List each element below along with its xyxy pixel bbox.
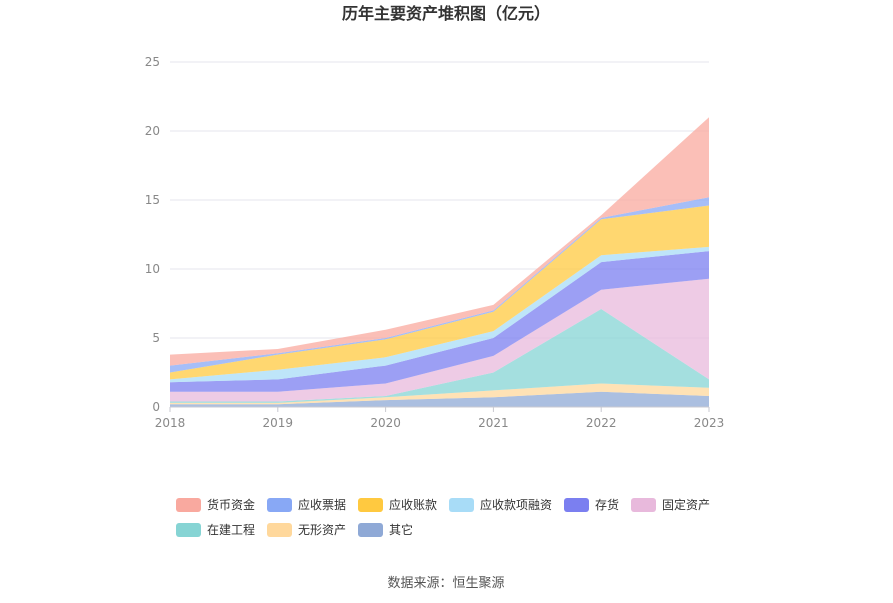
legend-label: 固定资产: [662, 497, 710, 512]
x-tick-label: 2023: [694, 416, 725, 430]
legend-label: 其它: [389, 522, 413, 537]
legend-item[interactable]: 在建工程: [176, 522, 255, 537]
legend-swatch: [176, 523, 201, 537]
legend-swatch: [358, 523, 383, 537]
x-tick-label: 2022: [586, 416, 617, 430]
area-series-1[interactable]: [170, 383, 709, 405]
legend-label: 应收票据: [298, 497, 346, 512]
legend-item[interactable]: 无形资产: [267, 523, 346, 537]
data-source-label: 数据来源：恒生聚源: [387, 576, 504, 591]
legend-label: 货币资金: [207, 497, 255, 512]
area-layer: [170, 117, 709, 407]
area-series-6[interactable]: [170, 205, 709, 380]
legend-swatch: [564, 498, 589, 512]
legend-label: 无形资产: [298, 523, 346, 537]
x-tick-label: 2020: [370, 416, 401, 430]
x-tick-label: 2018: [155, 416, 186, 430]
legend-label: 在建工程: [207, 522, 255, 537]
legend-label: 应收账款: [389, 497, 437, 512]
legend-item[interactable]: 应收票据: [267, 497, 346, 512]
legend-swatch: [267, 498, 292, 512]
legend-item[interactable]: 应收账款: [358, 497, 437, 512]
y-tick-label: 25: [145, 55, 160, 69]
legend-label: 存货: [595, 497, 619, 512]
legend-swatch: [267, 523, 292, 537]
y-tick-label: 0: [152, 400, 160, 414]
y-tick-label: 5: [152, 331, 160, 345]
legend-swatch: [358, 498, 383, 512]
legend-item[interactable]: 存货: [564, 497, 619, 512]
legend-swatch: [449, 498, 474, 512]
chart-title: 历年主要资产堆积图（亿元）: [342, 4, 550, 23]
legend-swatch: [631, 498, 656, 512]
y-tick-label: 15: [145, 193, 160, 207]
legend-item[interactable]: 其它: [358, 522, 413, 537]
legend-item[interactable]: 固定资产: [631, 497, 710, 512]
legend-item[interactable]: 应收款项融资: [449, 497, 552, 512]
area-series-3[interactable]: [170, 278, 709, 402]
y-tick-label: 20: [145, 124, 160, 138]
x-tick-label: 2019: [263, 416, 294, 430]
area-series-0[interactable]: [170, 391, 709, 407]
legend-swatch: [176, 498, 201, 512]
area-series-4[interactable]: [170, 251, 709, 392]
legend-item[interactable]: 货币资金: [176, 497, 255, 512]
axis-layer: 0 5 10 15 20 25 2018 2019 2020 2021 2022 2023: [145, 55, 725, 430]
area-series-2[interactable]: [170, 309, 709, 403]
x-tick-label: 2021: [478, 416, 509, 430]
legend-label: 应收款项融资: [480, 497, 552, 512]
area-series-5[interactable]: [170, 246, 709, 383]
y-tick-label: 10: [145, 262, 160, 276]
